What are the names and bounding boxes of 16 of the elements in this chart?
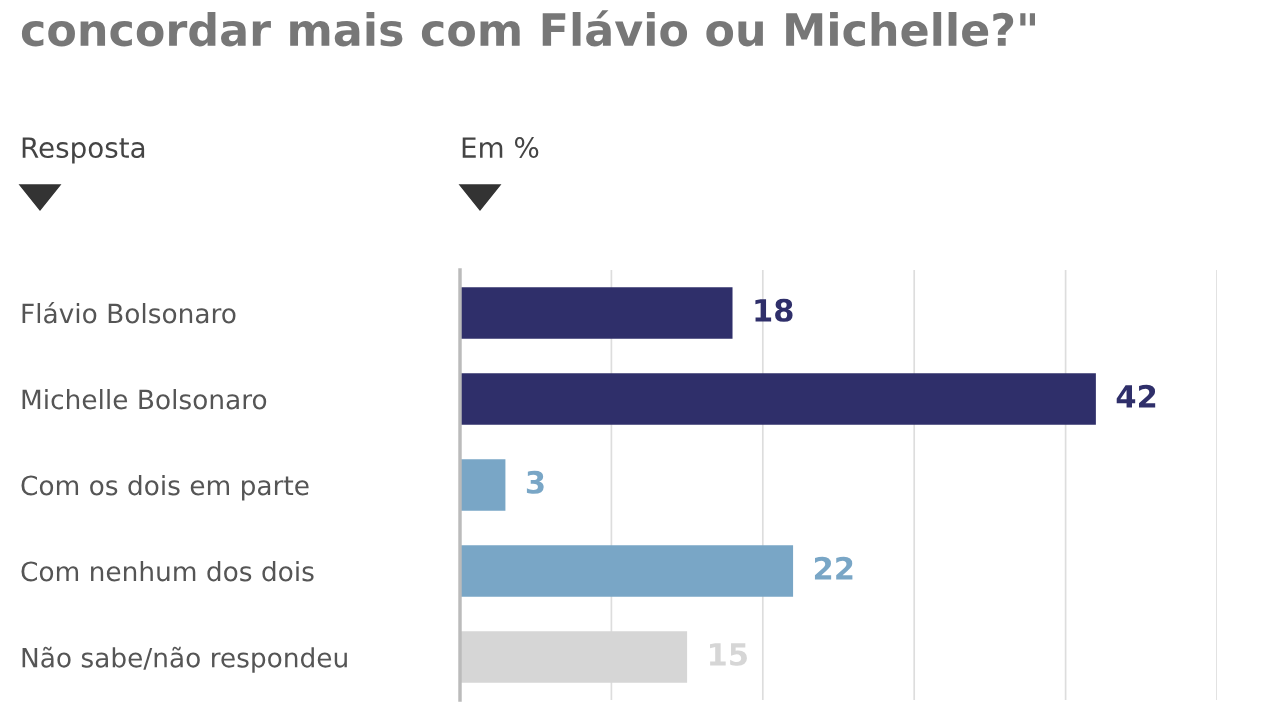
y-tick-label: Com os dois em parte <box>21 474 309 501</box>
chart-title: concordar mais com Flávio ou Michelle?" <box>21 10 1035 47</box>
data-label: 22 <box>814 556 853 580</box>
y-tick-label: Com nenhum dos dois <box>21 560 314 582</box>
data-label: 18 <box>755 298 793 322</box>
bar <box>460 373 1096 425</box>
bar <box>460 459 506 511</box>
text: Em % <box>462 137 539 159</box>
data-label: 42 <box>1116 384 1156 408</box>
y-tick-label: Michelle Bolsonaro <box>22 388 267 410</box>
bar <box>460 287 733 339</box>
text: Resposta <box>22 137 145 164</box>
y-tick-label: Flávio Bolsonaro <box>22 301 236 324</box>
bar <box>460 545 794 597</box>
y-tick-label: Não sabe/não respondeu <box>22 646 347 673</box>
data-label: 3 <box>526 470 544 494</box>
